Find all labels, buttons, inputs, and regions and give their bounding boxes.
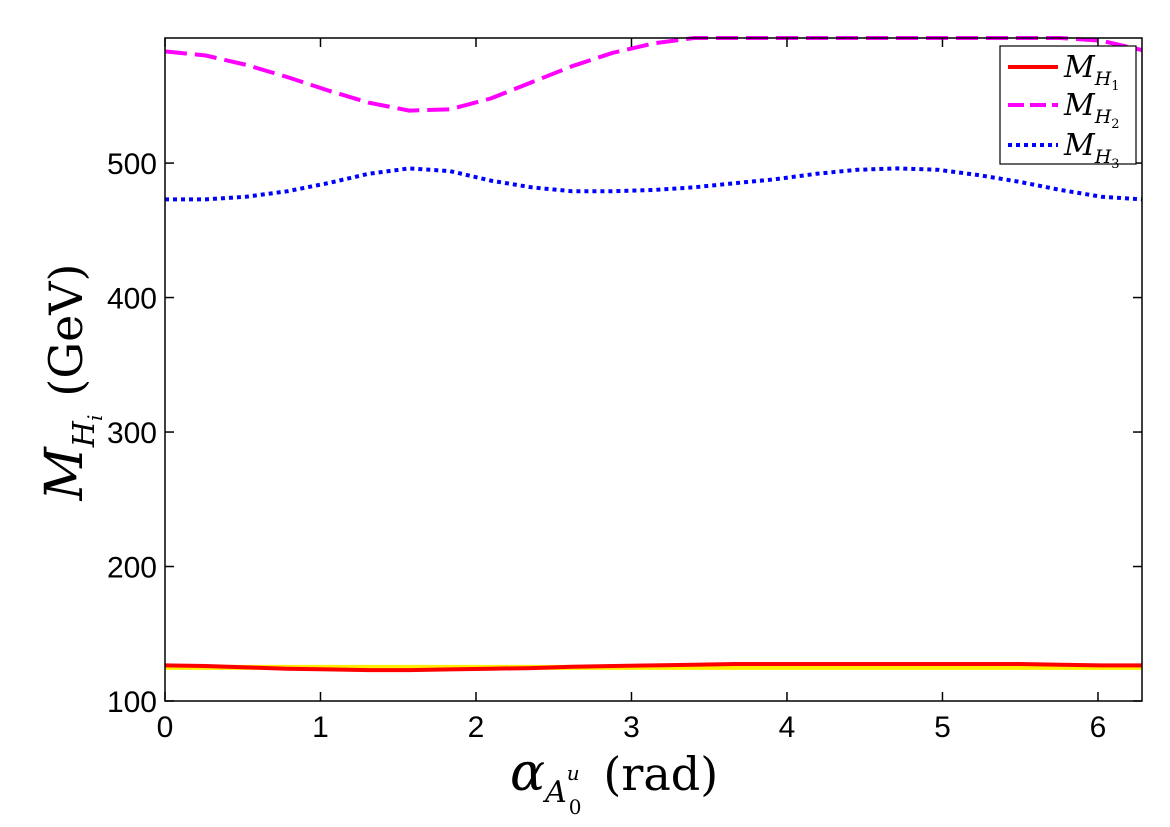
x-label-unit: (rad) bbox=[603, 747, 718, 801]
series-line-0 bbox=[164, 662, 1142, 673]
y-tick-label-1: 200 bbox=[107, 552, 157, 585]
y-axis-label: MHi (GeV) bbox=[35, 264, 107, 502]
y-label-unit: (GeV) bbox=[39, 264, 93, 397]
x-tick-label-4: 4 bbox=[779, 711, 796, 744]
series-layer bbox=[164, 36, 1143, 673]
x-label-sup: u bbox=[567, 761, 580, 785]
legend-label-h1: MH1 bbox=[1063, 50, 1120, 94]
legend-label-h2: MH2 bbox=[1063, 88, 1120, 132]
x-tick-label-2: 2 bbox=[468, 711, 485, 744]
y-tick-label-0: 100 bbox=[107, 686, 157, 719]
y-tick-label-4: 500 bbox=[107, 148, 157, 181]
ticks-layer: 0 1 2 3 4 5 6 100 200 300 400 500 bbox=[107, 38, 1142, 744]
x-label-sub: A bbox=[542, 775, 567, 810]
plot-frame bbox=[164, 37, 1143, 702]
y-label-base: M bbox=[35, 445, 95, 501]
y-label-subsub: i bbox=[83, 415, 107, 421]
legend-label-h3: MH3 bbox=[1063, 128, 1120, 172]
x-tick-label-5: 5 bbox=[934, 711, 951, 744]
x-label-base: α bbox=[510, 743, 545, 803]
plot-area bbox=[165, 38, 1142, 701]
y-tick-label-3: 400 bbox=[107, 283, 157, 316]
x-tick-label-1: 1 bbox=[312, 711, 329, 744]
x-tick-label-3: 3 bbox=[623, 711, 640, 744]
x-axis-label: αAu 0 (rad) bbox=[510, 743, 718, 819]
series-line-1 bbox=[164, 36, 1143, 113]
legend: MH1 MH2 MH3 bbox=[999, 45, 1137, 172]
y-label-sub: H bbox=[67, 420, 102, 448]
x-label-subsub: 0 bbox=[569, 795, 582, 819]
x-tick-label-0: 0 bbox=[157, 711, 174, 744]
x-tick-label-6: 6 bbox=[1090, 711, 1107, 744]
y-tick-label-2: 300 bbox=[107, 417, 157, 450]
